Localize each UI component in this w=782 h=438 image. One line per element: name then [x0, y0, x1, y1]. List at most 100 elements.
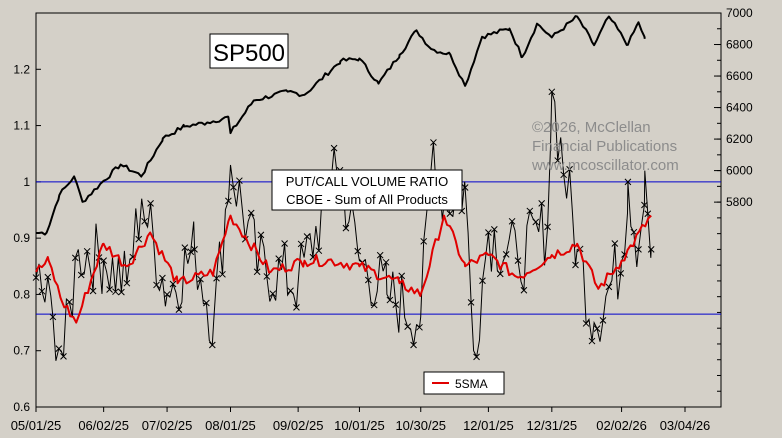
putcall-marker [269, 290, 277, 298]
putcall-marker [520, 286, 528, 294]
putcall-marker [404, 323, 411, 331]
putcall-marker [420, 237, 428, 245]
sma-5-line [35, 214, 652, 324]
sp500-title-box [209, 33, 289, 69]
putcall-marker [191, 246, 198, 253]
putcall-marker [225, 197, 232, 205]
x-tick-label: 09/02/25 [273, 418, 324, 433]
putcall-marker [275, 255, 283, 262]
x-tick-label: 05/01/25 [11, 418, 62, 433]
inner-title-box [271, 169, 463, 211]
putcall-line [35, 91, 652, 361]
putcall-marker [461, 184, 469, 191]
putcall-marker [572, 261, 579, 269]
putcall-marker [89, 287, 97, 295]
putcall-marker [55, 345, 63, 352]
putcall-marker [485, 229, 492, 236]
left-tick-label: 1.2 [13, 62, 30, 76]
inner-title-line1: PUT/CALL VOLUME RATIO [286, 174, 449, 189]
putcall-marker [479, 277, 486, 285]
putcall-marker [624, 178, 632, 186]
putcall-marker [175, 306, 183, 313]
putcall-marker [83, 247, 91, 255]
x-tick-label: 12/31/25 [527, 418, 578, 433]
right-tick-label: 6000 [726, 164, 753, 178]
putcall-marker [548, 88, 556, 96]
putcall-marker [66, 298, 73, 306]
right-tick-label: 6800 [726, 38, 753, 52]
right-tick-label: 6600 [726, 69, 753, 83]
putcall-marker [566, 165, 573, 173]
putcall-marker [582, 320, 590, 327]
putcall-marker [496, 270, 504, 278]
x-tick-label: 10/01/25 [334, 418, 385, 433]
legend: 5SMA [423, 371, 505, 395]
putcall-marker [293, 304, 300, 311]
putcall-marker [605, 283, 613, 291]
right-tick-label: 5800 [726, 195, 753, 209]
putcall-marker [560, 171, 568, 179]
putcall-marker [60, 352, 67, 360]
putcall-marker [257, 231, 265, 239]
putcall-marker [386, 296, 394, 304]
x-tick-label: 07/02/25 [142, 418, 193, 433]
putcall-marker [141, 217, 149, 225]
right-tick-label: 6200 [726, 132, 753, 146]
x-tick-label: 02/02/26 [596, 418, 647, 433]
x-tick-label: 03/04/26 [660, 418, 711, 433]
right-tick-label: 6400 [726, 101, 753, 115]
putcall-marker [203, 299, 210, 307]
putcall-marker [187, 248, 195, 256]
sp500-title: SP500 [213, 40, 285, 67]
putcall-marker [354, 247, 362, 255]
putcall-marker [446, 210, 454, 217]
x-tick-label: 12/01/25 [463, 418, 514, 433]
putcall-marker [106, 286, 113, 293]
sp500-line [36, 15, 646, 236]
plot-frame [35, 12, 722, 408]
putcall-marker [77, 271, 85, 279]
putcall-marker [32, 274, 40, 281]
left-axis: 0.6 0.7 0.8 0.9 1 1.1 1.2 [13, 62, 41, 414]
putcall-marker [49, 313, 57, 321]
putcall-marker [247, 209, 255, 217]
right-axis: 5800 6000 6200 6400 6600 6800 7000 [714, 6, 753, 392]
putcall-marker [635, 246, 642, 253]
putcall-marker [281, 240, 288, 247]
putcall-marker [554, 157, 562, 164]
putcall-marker [538, 200, 546, 207]
putcall-marker [467, 299, 475, 306]
putcall-marker [315, 247, 323, 255]
x-tick-label: 08/01/25 [205, 418, 256, 433]
putcall-marker [430, 139, 437, 146]
putcall-marker [147, 200, 154, 207]
putcall-marker [71, 254, 79, 262]
legend-box [423, 371, 505, 395]
putcall-marker [473, 353, 480, 361]
putcall-marker [135, 235, 143, 243]
putcall-marker [382, 258, 390, 266]
putcall-marker [153, 281, 160, 289]
putcall-marker [392, 301, 400, 308]
putcall-marker [330, 144, 338, 152]
putcall-marker [611, 240, 619, 247]
putcall-marker [159, 274, 166, 282]
putcall-marker [647, 246, 655, 253]
putcall-marker [44, 273, 52, 281]
putcall-marker [303, 233, 311, 240]
putcall-marker [588, 337, 596, 345]
putcall-marker [230, 183, 237, 191]
putcall-marker [163, 291, 171, 298]
x-tick-label: 10/30/25 [395, 418, 446, 433]
putcall-marker [253, 268, 261, 276]
left-tick-label: 0.9 [13, 231, 30, 245]
putcall-marker [416, 323, 423, 331]
putcall-marker [263, 273, 271, 280]
putcall-marker [593, 325, 601, 333]
putcall-marker [38, 287, 46, 295]
putcall-marker [208, 341, 216, 349]
putcall-marker [123, 279, 131, 287]
putcall-marker [370, 301, 378, 309]
